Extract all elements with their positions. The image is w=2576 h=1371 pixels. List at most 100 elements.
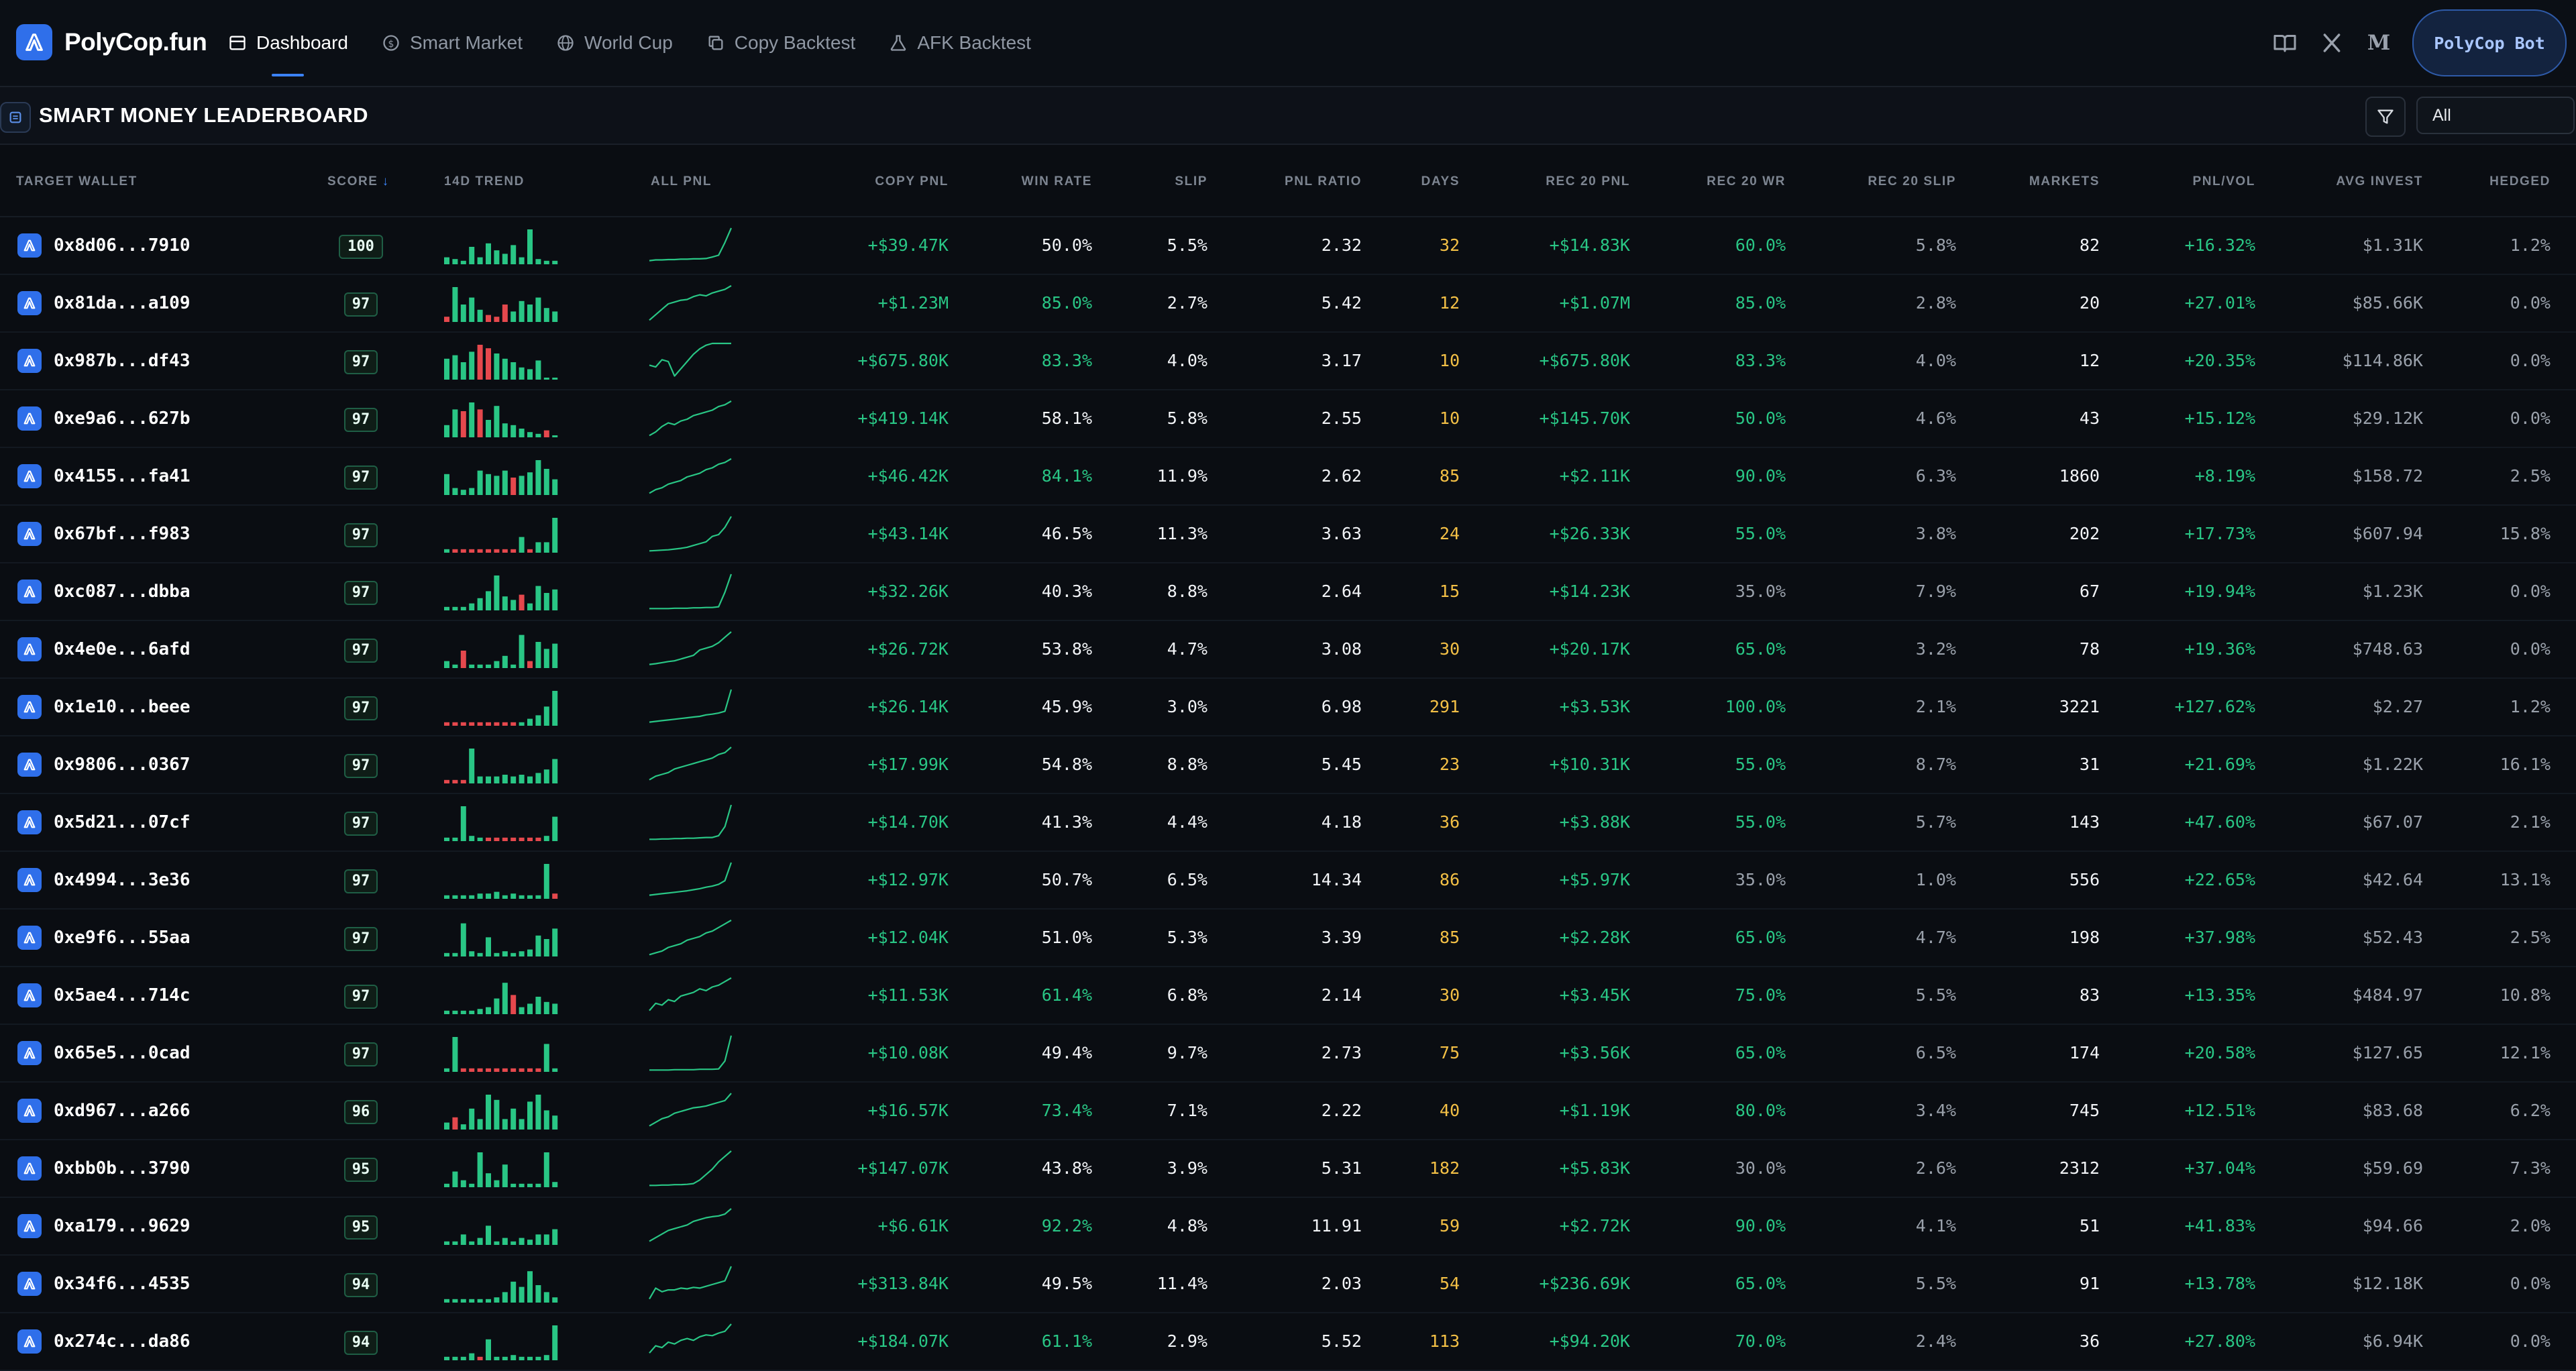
table-row[interactable]: 0x8d06...7910 100 +$39.47K 50.0% 5.5% 2.32 32 +…	[0, 217, 2576, 275]
trend-bar	[469, 549, 475, 553]
category-filter-select[interactable]: All	[2416, 97, 2575, 134]
trend-bar	[511, 893, 517, 899]
wallet-address[interactable]: 0xe9f6...55aa	[54, 928, 191, 948]
wallet-address[interactable]: 0x9806...0367	[54, 755, 191, 775]
slip-value: 2.9%	[1167, 1331, 1208, 1351]
wallet-address[interactable]: 0x274c...da86	[54, 1331, 191, 1352]
rec20-wr-value: 60.0%	[1735, 235, 1786, 255]
wallet-address[interactable]: 0x4e0e...6afd	[54, 639, 191, 659]
nav-afk-backtest[interactable]: AFK Backtest	[889, 0, 1031, 86]
table-row[interactable]: 0xa179...9629 95 +$6.61K 92.2% 4.8% 11.91 59 +$…	[0, 1198, 2576, 1256]
copy-pnl-value: +$147.07K	[857, 1158, 949, 1178]
wallet-address[interactable]: 0xc087...dbba	[54, 582, 191, 602]
column-header-slip[interactable]: SLIP	[1100, 174, 1208, 189]
table-row[interactable]: 0x4e0e...6afd 97 +$26.72K 53.8% 4.7% 3.08 30 +$…	[0, 621, 2576, 679]
wallet-address[interactable]: 0x81da...a109	[54, 293, 191, 313]
column-header-pnl-ratio[interactable]: PNL RATIO	[1221, 174, 1362, 189]
table-row[interactable]: 0xe9f6...55aa 97 +$12.04K 51.0% 5.3% 3.39 85 +$…	[0, 910, 2576, 967]
column-header-target-wallet[interactable]: TARGET WALLET	[16, 174, 217, 189]
wallet-address[interactable]: 0x5d21...07cf	[54, 812, 191, 832]
pnl-vol-value: +17.73%	[2184, 524, 2255, 543]
trend-bar	[452, 837, 458, 841]
book-icon[interactable]	[2271, 30, 2298, 56]
nav-dashboard[interactable]: Dashboard	[228, 0, 348, 86]
column-header-pnl-vol[interactable]: PNL/VOL	[2113, 174, 2255, 189]
wallet-address[interactable]: 0x4155...fa41	[54, 466, 191, 486]
table-row[interactable]: 0xe9a6...627b 97 +$419.14K 58.1% 5.8% 2.55 10 +…	[0, 390, 2576, 448]
column-header-rec-20-wr[interactable]: REC 20 WR	[1644, 174, 1786, 189]
trend-bar	[452, 355, 458, 380]
trend-bar	[511, 776, 517, 783]
table-row[interactable]: 0xbb0b...3790 95 +$147.07K 43.8% 3.9% 5.31 182…	[0, 1140, 2576, 1198]
pnl-ratio-value: 2.22	[1321, 1101, 1362, 1120]
table-row[interactable]: 0x987b...df43 97 +$675.80K 83.3% 4.0% 3.17 10 +…	[0, 333, 2576, 390]
table-row[interactable]: 0x81da...a109 97 +$1.23M 85.0% 2.7% 5.42 12 +$1…	[0, 275, 2576, 333]
wallet-avatar-icon	[17, 406, 42, 431]
table-row[interactable]: 0x4994...3e36 97 +$12.97K 50.7% 6.5% 14.34 86 +…	[0, 852, 2576, 910]
column-header-14d-trend[interactable]: 14D TREND	[444, 174, 565, 189]
column-header-markets[interactable]: MARKETS	[1966, 174, 2100, 189]
wallet-address[interactable]: 0x34f6...4535	[54, 1274, 191, 1294]
polycop-bot-button[interactable]: PolyCop Bot	[2412, 9, 2567, 76]
trend-bar	[494, 1099, 500, 1130]
score-badge: 97	[344, 465, 378, 490]
days-value: 86	[1439, 870, 1460, 889]
wallet-address[interactable]: 0x5ae4...714c	[54, 985, 191, 1005]
wallet-address[interactable]: 0xd967...a266	[54, 1101, 191, 1121]
table-row[interactable]: 0x9806...0367 97 +$17.99K 54.8% 8.8% 5.45 23 +$…	[0, 736, 2576, 794]
wallet-address[interactable]: 0x8d06...7910	[54, 235, 191, 256]
trend-bar	[511, 1108, 517, 1130]
medium-icon[interactable]: M	[2367, 31, 2391, 55]
table-row[interactable]: 0x5d21...07cf 97 +$14.70K 41.3% 4.4% 4.18 36 +$…	[0, 794, 2576, 852]
wallet-address[interactable]: 0x1e10...beee	[54, 697, 191, 717]
trend-bar	[535, 1356, 541, 1360]
table-row[interactable]: 0x4155...fa41 97 +$46.42K 84.1% 11.9% 2.62 85 +…	[0, 448, 2576, 506]
wallet-avatar-icon	[17, 868, 42, 892]
table-row[interactable]: 0xd967...a266 96 +$16.57K 73.4% 7.1% 2.22 40 +$…	[0, 1083, 2576, 1140]
table-row[interactable]: 0x65e5...0cad 97 +$10.08K 49.4% 9.7% 2.73 75 +$…	[0, 1025, 2576, 1083]
nav-smart-market[interactable]: $ Smart Market	[382, 0, 523, 86]
pnl-vol-value: +27.01%	[2184, 293, 2255, 313]
rec20-wr-value: 55.0%	[1735, 755, 1786, 774]
trend-bar	[452, 952, 458, 956]
table-row[interactable]: 0x5ae4...714c 97 +$11.53K 61.4% 6.8% 2.14 30 +$…	[0, 967, 2576, 1025]
table-row[interactable]: 0x67bf...f983 97 +$43.14K 46.5% 11.3% 3.63 24 +…	[0, 506, 2576, 563]
trend-bar	[552, 1115, 558, 1130]
nav-copy-backtest[interactable]: Copy Backtest	[706, 0, 855, 86]
column-header-all-pnl[interactable]: ALL PNL	[651, 174, 758, 189]
trend-bar	[452, 488, 458, 495]
copy-pnl-value: +$11.53K	[867, 985, 949, 1005]
table-row[interactable]: 0x34f6...4535 94 +$313.84K 49.5% 11.4% 2.03 54…	[0, 1256, 2576, 1313]
rec20-pnl-value: +$94.20K	[1549, 1331, 1630, 1351]
brand-logo[interactable]: PolyCop.fun	[16, 24, 207, 60]
wallet-address[interactable]: 0xbb0b...3790	[54, 1158, 191, 1178]
wallet-address[interactable]: 0x4994...3e36	[54, 870, 191, 890]
trend-bar	[502, 423, 508, 437]
wallet-address[interactable]: 0x67bf...f983	[54, 524, 191, 544]
column-header-score[interactable]: SCORE ↓	[327, 174, 408, 189]
trend-bar	[477, 837, 483, 841]
wallet-address[interactable]: 0xa179...9629	[54, 1216, 191, 1236]
wallet-address[interactable]: 0xe9a6...627b	[54, 408, 191, 429]
x-icon[interactable]	[2318, 30, 2345, 56]
column-header-hedged[interactable]: HEDGED	[2435, 174, 2551, 189]
avg-invest-value: $67.07	[2362, 812, 2423, 832]
column-header-rec-20-pnl[interactable]: REC 20 PNL	[1469, 174, 1630, 189]
table-row[interactable]: 0xc087...dbba 97 +$32.26K 40.3% 8.8% 2.64 15 +$…	[0, 563, 2576, 621]
wallet-address[interactable]: 0x987b...df43	[54, 351, 191, 371]
trend-bar	[552, 479, 558, 495]
rec20-pnl-value: +$1.07M	[1559, 293, 1630, 313]
column-header-copy-pnl[interactable]: COPY PNL	[792, 174, 949, 189]
column-header-days[interactable]: DAYS	[1368, 174, 1460, 189]
trend-bar	[535, 460, 541, 495]
nav-world-cup[interactable]: World Cup	[556, 0, 673, 86]
filter-button[interactable]	[2365, 97, 2406, 137]
hedged-value: 1.2%	[2510, 235, 2551, 255]
wallet-address[interactable]: 0x65e5...0cad	[54, 1043, 191, 1063]
table-row[interactable]: 0x274c...da86 94 +$184.07K 61.1% 2.9% 5.52 113…	[0, 1313, 2576, 1371]
table-row[interactable]: 0x1e10...beee 97 +$26.14K 45.9% 3.0% 6.98 291 +…	[0, 679, 2576, 736]
column-header-win-rate[interactable]: WIN RATE	[966, 174, 1092, 189]
column-header-avg-invest[interactable]: AVG INVEST	[2267, 174, 2423, 189]
column-header-rec-20-slip[interactable]: REC 20 SLIP	[1798, 174, 1956, 189]
dollar-circle-icon: $	[383, 35, 399, 51]
